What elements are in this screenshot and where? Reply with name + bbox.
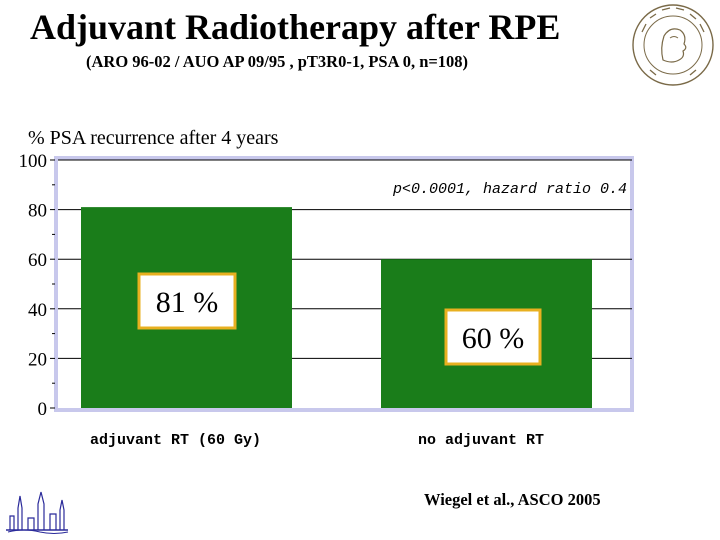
value-label-box <box>444 308 542 366</box>
y-tick-label: 20 <box>28 349 47 370</box>
y-tick-label: 0 <box>38 399 48 420</box>
y-tick-label: 80 <box>28 201 47 222</box>
y-axis: 0 20 40 60 80 100 <box>19 151 55 420</box>
city-skyline-icon <box>6 491 69 534</box>
x-category-label: no adjuvant RT <box>418 432 544 449</box>
university-seal-icon <box>632 4 714 86</box>
y-tick-label: 40 <box>28 300 47 321</box>
value-label-box <box>137 272 237 330</box>
x-category-label: adjuvant RT (60 Gy) <box>90 432 261 449</box>
y-axis-label: % PSA recurrence after 4 years <box>28 127 279 149</box>
value-label: 60 % <box>462 322 525 355</box>
slide-title: Adjuvant Radiotherapy after RPE <box>30 7 561 47</box>
plot-frame <box>54 156 634 412</box>
bars: adjuvant RT (60 Gy) 81 % no adjuvant RT 60 … <box>81 207 592 449</box>
significance-annotation: p<0.0001, hazard ratio 0.4 <box>392 181 627 198</box>
slide-subtitle: (ARO 96-02 / AUO AP 09/95 , pT3R0-1, PSA… <box>86 52 469 71</box>
y-tick-label: 60 <box>28 250 47 271</box>
value-label: 81 % <box>156 286 219 319</box>
citation: Wiegel et al., ASCO 2005 <box>424 490 601 509</box>
y-tick-label: 100 <box>19 151 48 172</box>
